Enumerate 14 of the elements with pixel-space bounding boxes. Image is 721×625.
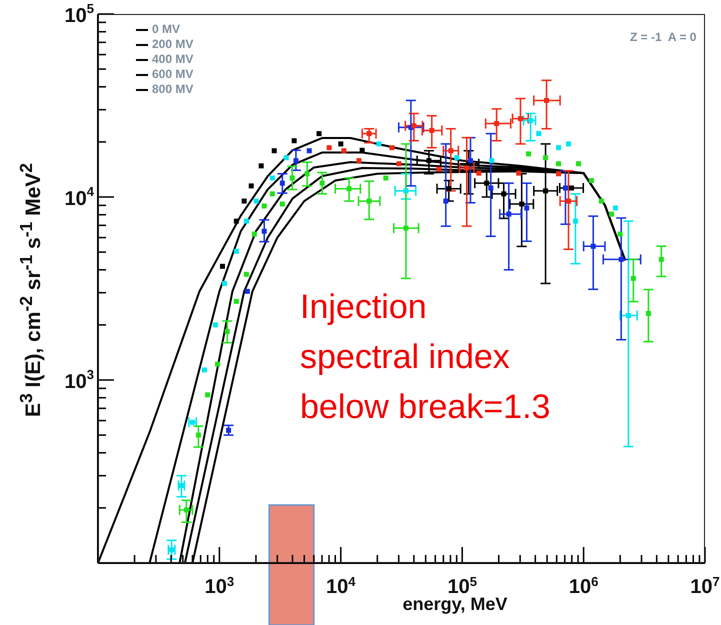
- x-tick-label: 10$^{3}$: [204, 574, 234, 598]
- legend-label: 600 MV: [152, 67, 194, 82]
- legend-label: 0 MV: [152, 22, 180, 37]
- legend-label: 800 MV: [152, 82, 194, 97]
- y-tick-label: 10$^{4}$: [64, 184, 95, 210]
- y-tick-label: 10$^{3}$: [64, 367, 94, 393]
- x-tick-label: 10$^{7}$: [690, 574, 720, 598]
- x-tick-label: 10$^{6}$: [568, 574, 598, 598]
- legend-label: 400 MV: [152, 52, 194, 67]
- x-tick-label: 10$^{4}$: [326, 574, 356, 598]
- legend-label: 200 MV: [152, 37, 194, 52]
- annotation: Z = -1 A = 0: [630, 30, 698, 44]
- annotation: Injection spectral index below break=1.3: [300, 287, 552, 428]
- y-tick-label: 10$^{5}$: [64, 1, 94, 27]
